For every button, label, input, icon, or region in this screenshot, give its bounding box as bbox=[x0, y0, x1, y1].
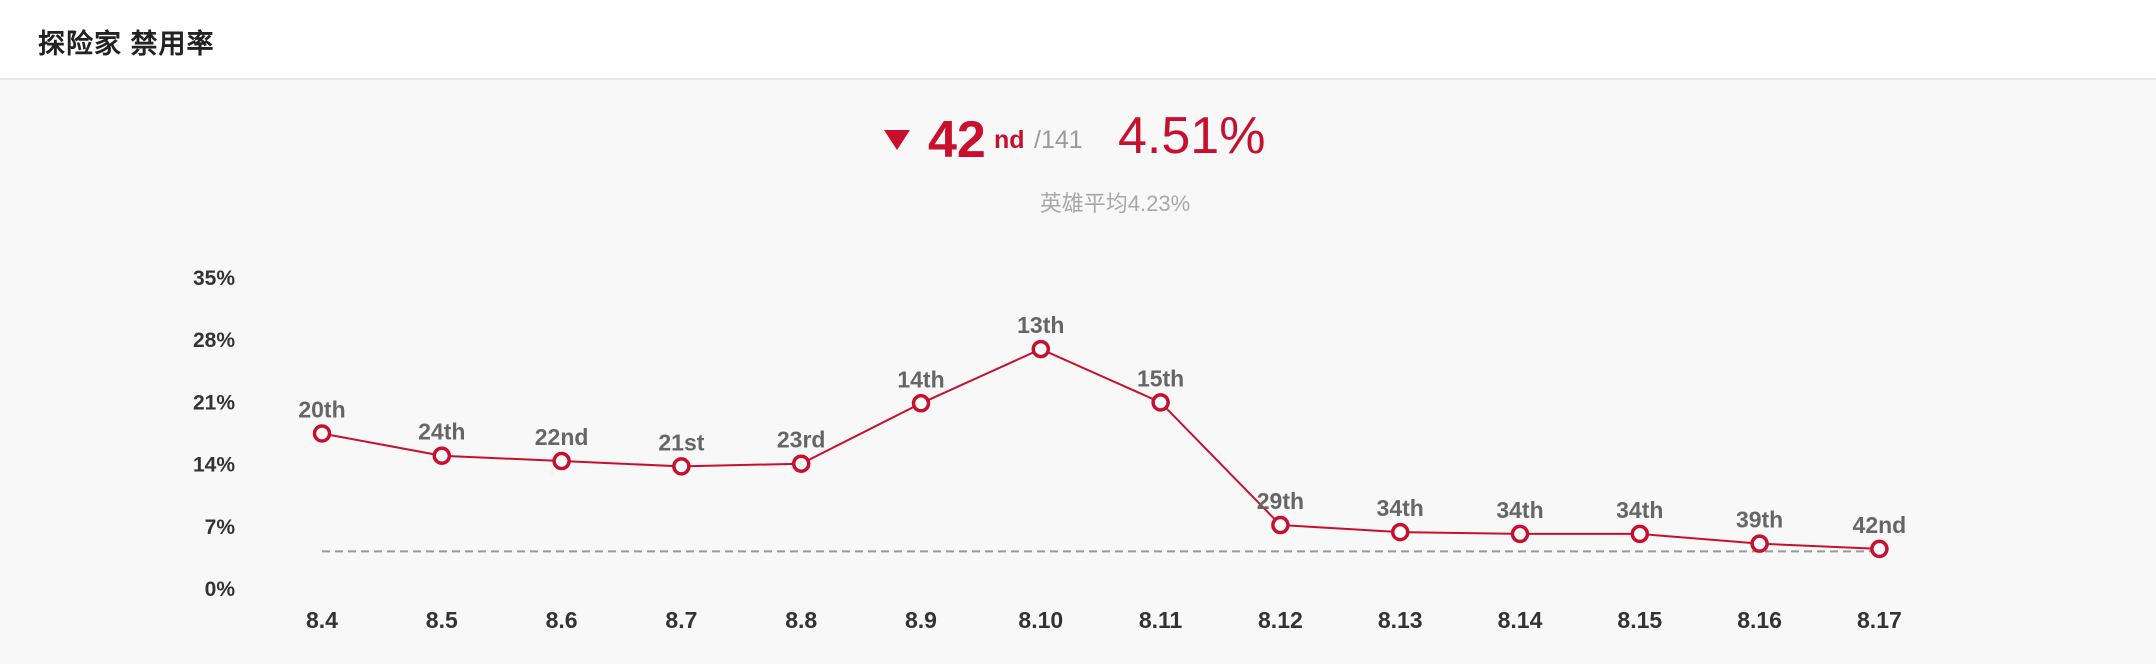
data-point[interactable] bbox=[552, 451, 571, 471]
data-point[interactable] bbox=[791, 454, 811, 473]
ban-rate-value: 4.51% bbox=[1118, 107, 1266, 165]
y-axis-ticks: 0% 7% 14% 21% 28% 35% bbox=[193, 267, 235, 601]
data-point-rank-label: 42nd bbox=[1853, 512, 1907, 538]
data-point-rank-label: 20th bbox=[298, 397, 345, 423]
x-tick-label: 8.13 bbox=[1378, 607, 1423, 633]
data-point[interactable] bbox=[672, 457, 691, 476]
data-point[interactable] bbox=[1271, 515, 1290, 535]
x-tick-label: 8.17 bbox=[1857, 607, 1902, 633]
point-labels-layer: 20th 24th 22nd 21st 23rd 14th 13th 15th 29th 34th… bbox=[298, 312, 1906, 538]
y-tick-label: 28% bbox=[193, 329, 235, 352]
x-tick-label: 8.14 bbox=[1498, 607, 1543, 633]
rank-summary: 42 nd /141 4.51% bbox=[0, 104, 2156, 184]
data-point[interactable] bbox=[1630, 524, 1650, 544]
data-point-rank-label: 34th bbox=[1496, 497, 1543, 523]
data-point-rank-label: 15th bbox=[1137, 365, 1184, 391]
data-point[interactable] bbox=[1390, 522, 1410, 542]
data-point-rank-label: 29th bbox=[1257, 488, 1304, 514]
x-tick-label: 8.6 bbox=[546, 607, 578, 633]
data-point-rank-label: 24th bbox=[418, 419, 465, 445]
series-line bbox=[321, 347, 1880, 550]
data-point-rank-label: 34th bbox=[1377, 495, 1424, 521]
data-point[interactable] bbox=[1031, 339, 1051, 359]
x-tick-label: 8.7 bbox=[665, 607, 697, 633]
panel-header: 探险家 禁用率 bbox=[0, 0, 2156, 80]
x-tick-label: 8.16 bbox=[1737, 607, 1782, 633]
data-point[interactable] bbox=[432, 446, 452, 465]
data-point-rank-label: 23rd bbox=[777, 427, 826, 453]
rank-suffix: nd bbox=[994, 126, 1025, 154]
y-tick-label: 21% bbox=[193, 391, 235, 414]
y-tick-label: 14% bbox=[193, 454, 235, 477]
data-point-rank-label: 13th bbox=[1017, 312, 1064, 338]
x-tick-label: 8.15 bbox=[1617, 607, 1662, 633]
data-point-rank-label: 22nd bbox=[535, 424, 589, 450]
champion-average: 英雄平均4.23% bbox=[1039, 191, 1191, 216]
x-tick-label: 8.12 bbox=[1258, 607, 1303, 633]
x-tick-label: 8.9 bbox=[905, 607, 937, 633]
x-axis-ticks: 8.4 8.5 8.6 8.7 8.8 8.9 8.10 8.11 8.12 8.13 8.14 8.… bbox=[306, 607, 1902, 633]
data-point[interactable] bbox=[1750, 534, 1769, 553]
data-point-rank-label: 39th bbox=[1736, 507, 1783, 533]
rank-total: /141 bbox=[1034, 126, 1083, 154]
data-point-rank-label: 34th bbox=[1616, 497, 1663, 523]
data-point[interactable] bbox=[1151, 393, 1170, 412]
series-line-layer bbox=[321, 347, 1880, 550]
panel-title: 探险家 禁用率 bbox=[38, 29, 215, 59]
x-tick-label: 8.11 bbox=[1139, 607, 1183, 633]
data-point-rank-label: 14th bbox=[897, 366, 944, 392]
data-point[interactable] bbox=[1870, 539, 1889, 559]
y-tick-label: 0% bbox=[205, 578, 236, 601]
data-point[interactable] bbox=[312, 424, 332, 443]
x-tick-label: 8.5 bbox=[426, 607, 458, 633]
rank-number: 42 bbox=[928, 111, 986, 169]
y-tick-label: 7% bbox=[205, 516, 236, 539]
triangle-down-icon bbox=[884, 130, 910, 150]
data-point[interactable] bbox=[1510, 524, 1530, 544]
data-point[interactable] bbox=[911, 394, 931, 413]
x-tick-label: 8.4 bbox=[306, 607, 338, 633]
series-points-layer bbox=[312, 339, 1889, 559]
y-tick-label: 35% bbox=[193, 267, 235, 290]
data-point-rank-label: 21st bbox=[658, 429, 704, 455]
x-tick-label: 8.10 bbox=[1018, 607, 1063, 633]
x-tick-label: 8.8 bbox=[785, 607, 817, 633]
